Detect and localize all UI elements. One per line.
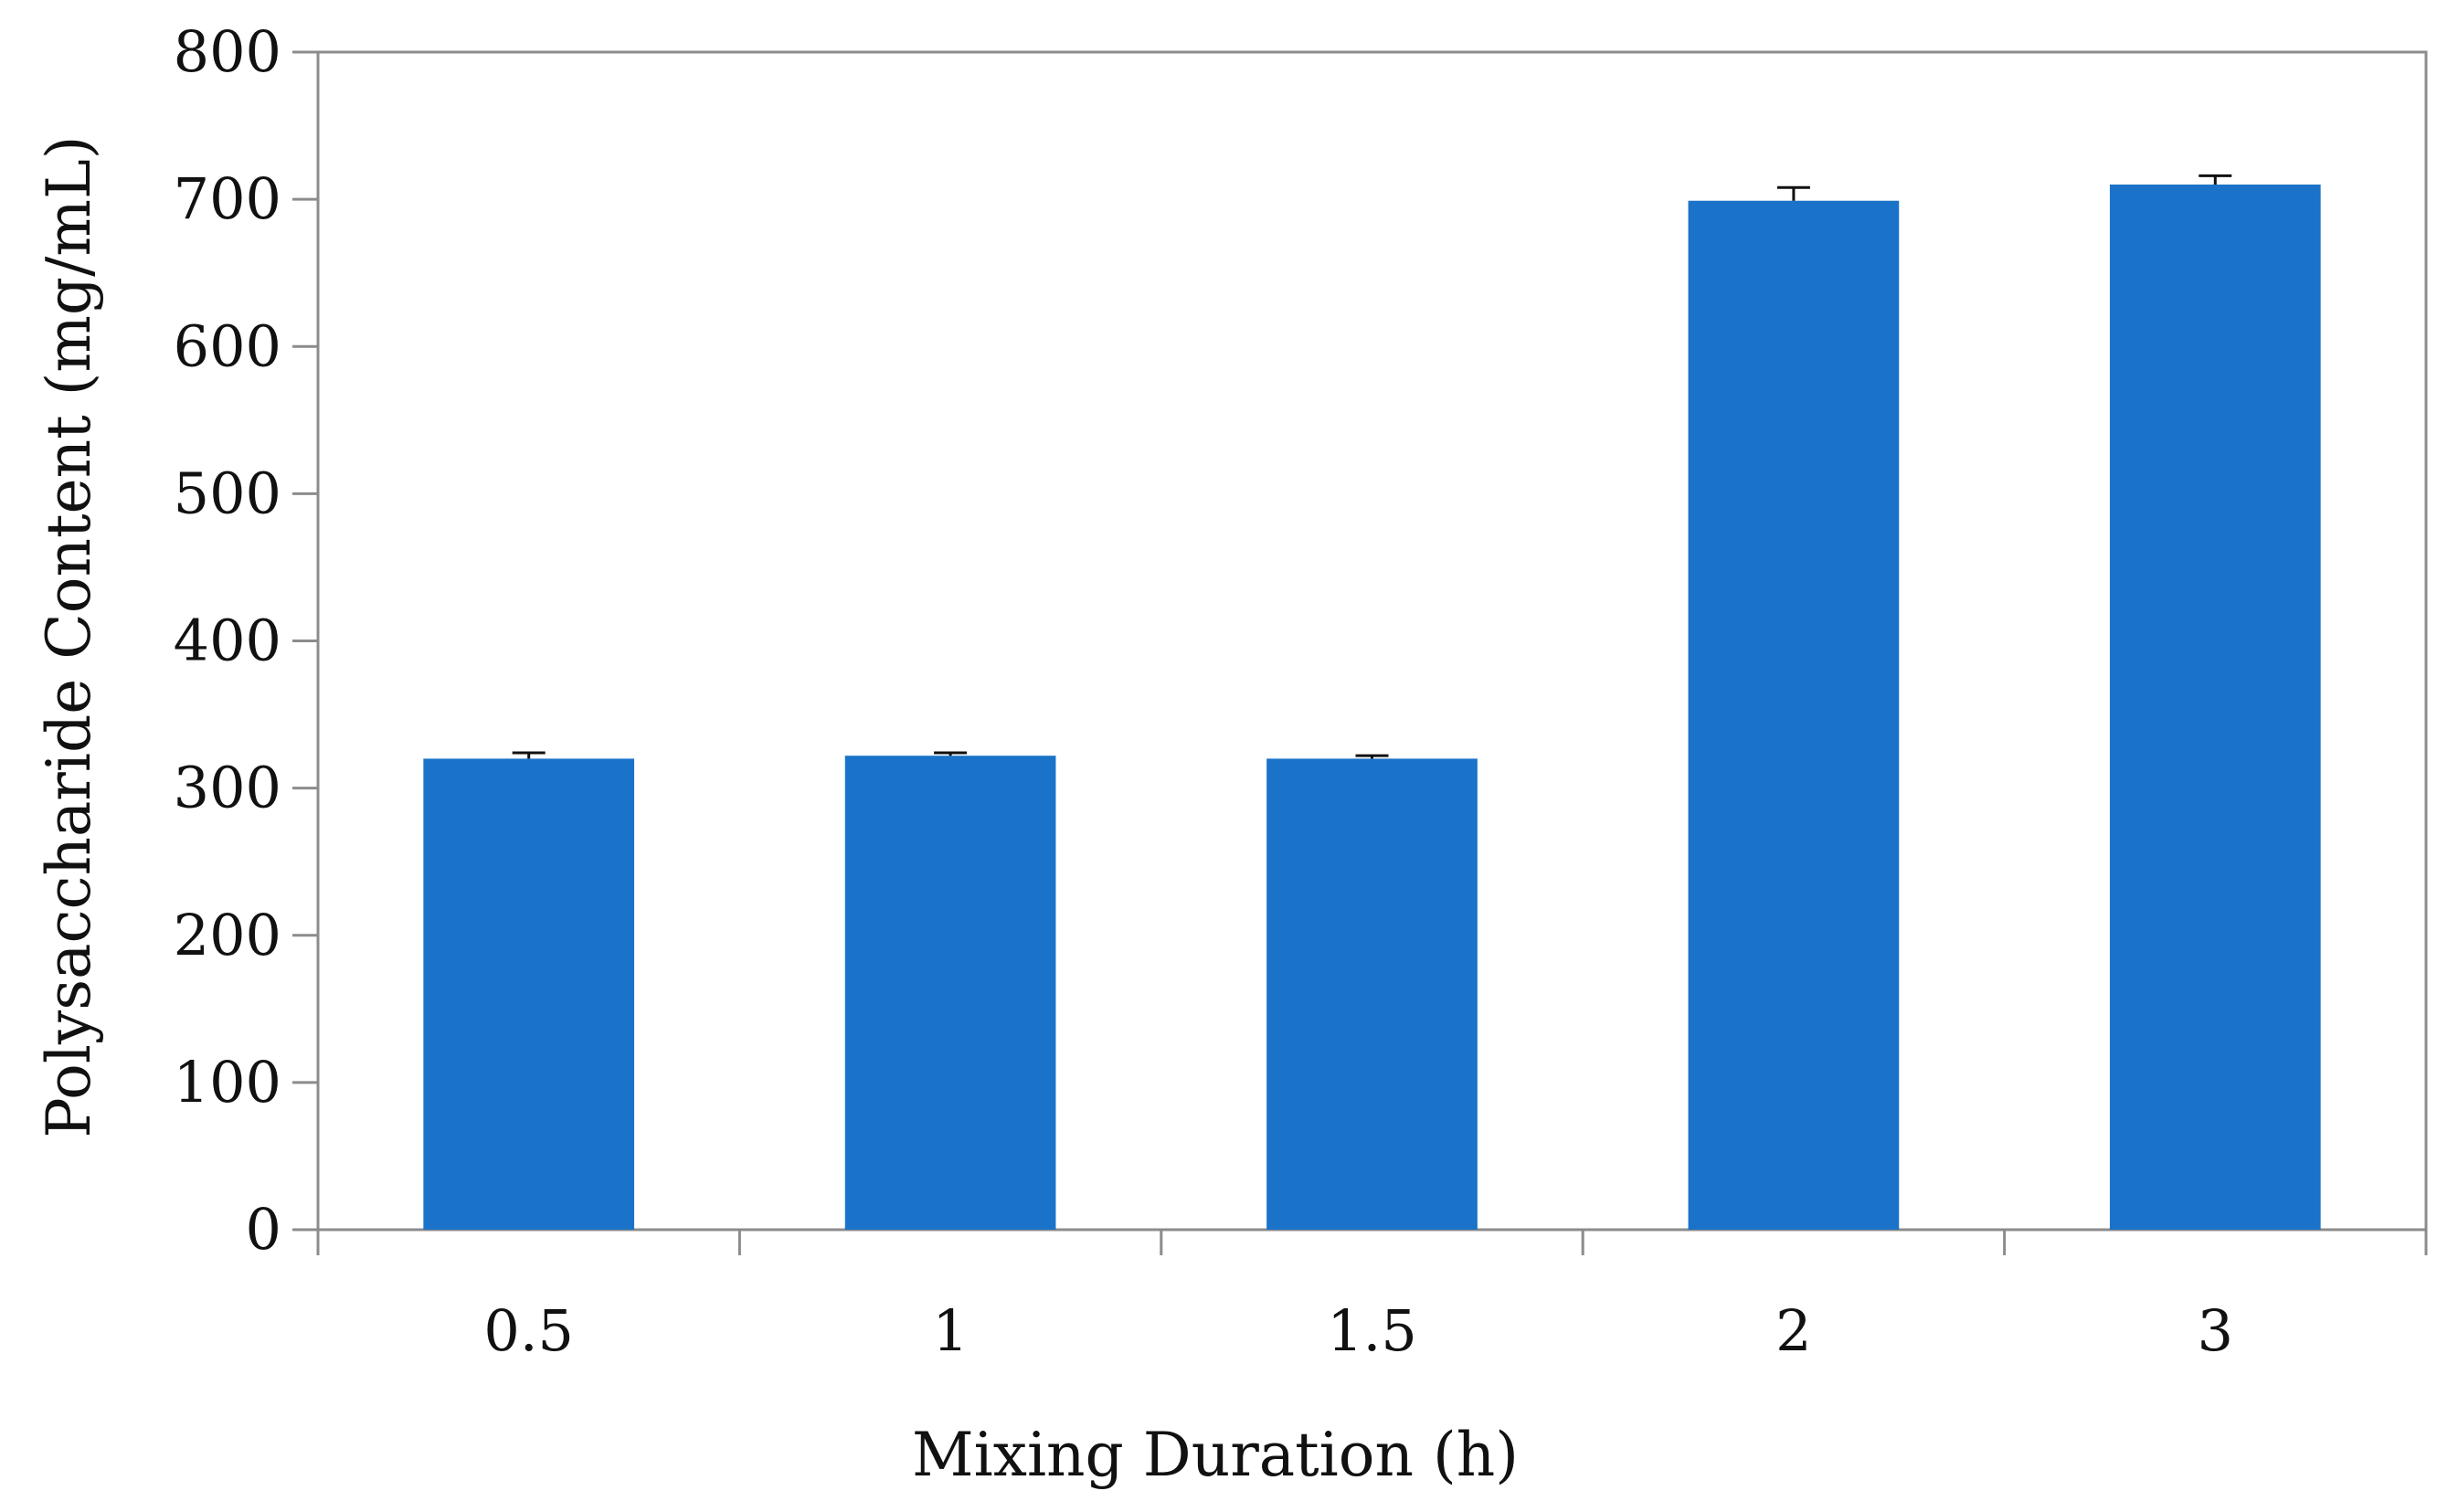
y-tick-label: 700 [174, 165, 281, 232]
bars-group [423, 185, 2321, 1231]
y-tick-label: 600 [174, 312, 281, 379]
y-tick-label: 300 [174, 755, 281, 821]
y-tick-label: 400 [174, 608, 281, 674]
x-tick-label: 1 [932, 1297, 968, 1364]
bar [844, 756, 1056, 1230]
y-tick-label: 200 [174, 902, 281, 968]
bar [2109, 185, 2321, 1231]
bar [1266, 758, 1478, 1230]
x-tick-label: 0.5 [483, 1297, 574, 1364]
y-tick-labels-group: 0 100 200 300 400 500 600 700 800 [174, 18, 281, 1263]
x-tick-label: 1.5 [1327, 1297, 1417, 1364]
x-tick-label: 2 [1775, 1297, 1811, 1364]
bar [1688, 200, 1900, 1231]
x-tick-label: 3 [2198, 1297, 2233, 1364]
y-tick-label: 800 [174, 18, 281, 85]
y-tick-label: 500 [174, 460, 281, 526]
x-tick-labels-group: 0.5 1 1.5 2 3 [483, 1297, 2233, 1364]
bar [423, 758, 635, 1230]
y-tick-label: 0 [246, 1196, 281, 1263]
x-axis-title: Mixing Duration (h) [912, 1420, 1519, 1490]
error-bars-group [512, 174, 2232, 759]
y-axis-title: Polysaccharide Content (mg/mL) [34, 135, 104, 1137]
y-tick-label: 100 [174, 1049, 281, 1115]
